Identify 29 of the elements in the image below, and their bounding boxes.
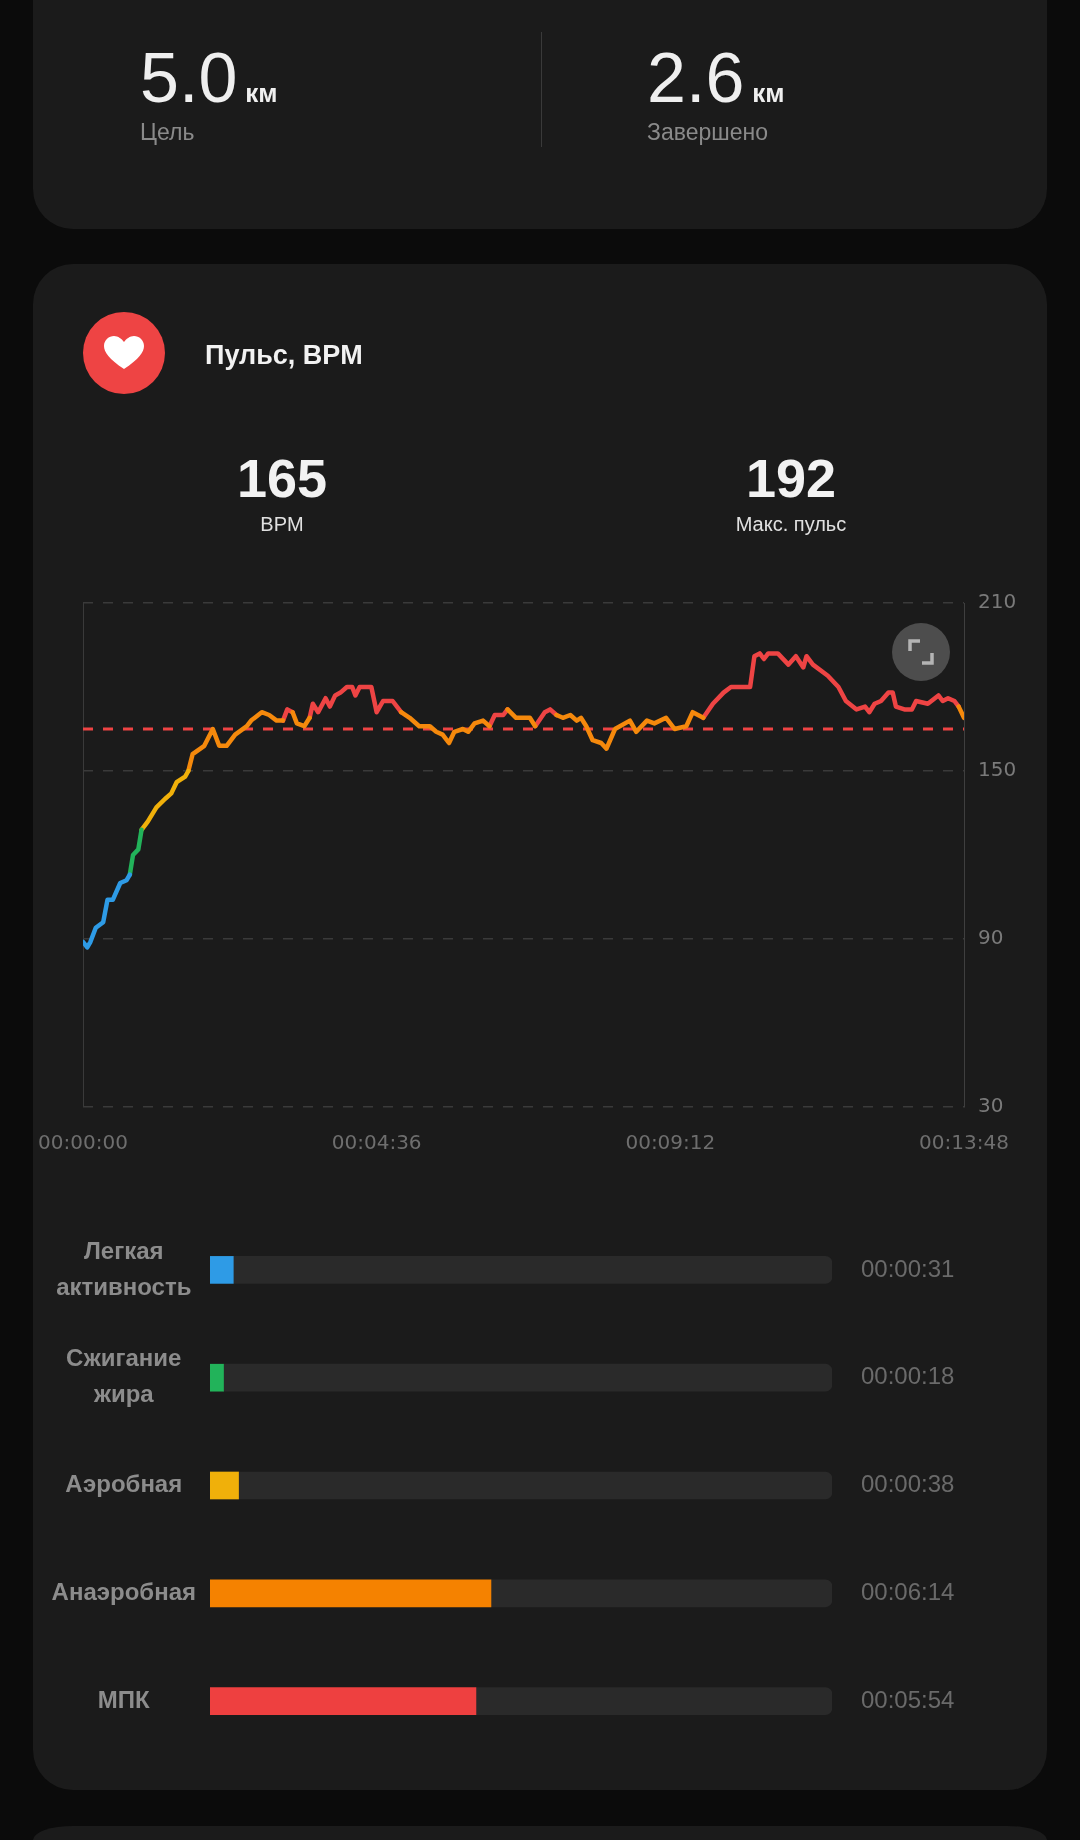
text: 2.6 [647, 39, 745, 117]
y-tick-label: 150 [978, 757, 1017, 782]
data-label: 00:00:38 [861, 1470, 955, 1498]
data-label: 00:00:31 [861, 1254, 955, 1282]
y-tick-label: 90 [978, 925, 1004, 950]
y-tick-label: Легкая активность [56, 1236, 192, 1300]
text: Завершено [647, 119, 768, 145]
y-tick-label: Аэробная [65, 1470, 183, 1498]
chart-title: Пульс, BPM [205, 340, 363, 370]
text: BPM [259, 513, 305, 535]
text: 192 [744, 448, 838, 508]
y-tick-label: 210 [978, 589, 1017, 614]
data-label: 00:06:14 [861, 1577, 955, 1605]
text: Макс. пульс [734, 513, 848, 535]
y-tick-label: Анаэробная [51, 1577, 196, 1605]
x-tick-label: 00:13:48 [919, 1130, 1009, 1155]
y-tick-label: МПК [97, 1685, 151, 1713]
text: 5.0 [140, 39, 238, 117]
text: км [245, 77, 278, 110]
x-tick-label: 00:04:36 [331, 1130, 422, 1155]
y-tick-label: 30 [978, 1093, 1004, 1118]
data-label: 00:05:54 [861, 1685, 955, 1713]
y-tick-label: Сжигание жира [66, 1344, 182, 1408]
data-label: 00:00:18 [861, 1362, 955, 1390]
x-tick-label: 00:00:00 [38, 1130, 128, 1155]
text: км [752, 78, 785, 108]
x-tick-label: 00:09:12 [625, 1130, 716, 1155]
text: 165 [235, 448, 329, 508]
text: Цель [140, 119, 195, 145]
